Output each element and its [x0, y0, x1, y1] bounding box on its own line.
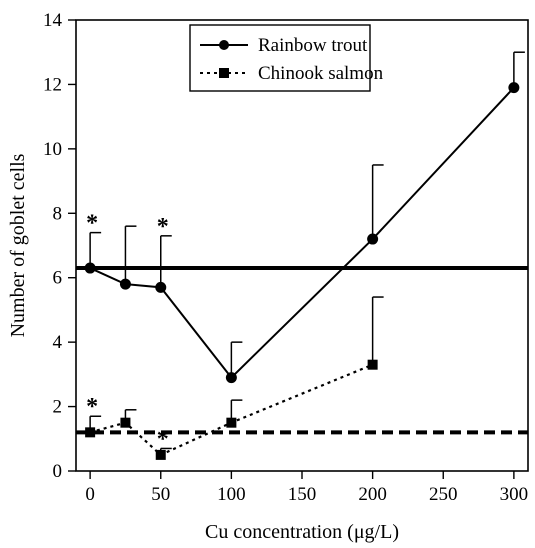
- x-tick-label: 250: [429, 484, 458, 505]
- data-point: [155, 449, 166, 460]
- data-point: [155, 281, 167, 293]
- legend-marker: [219, 40, 229, 50]
- series-line: [89, 86, 515, 380]
- x-tick-label: 300: [500, 484, 529, 505]
- x-tick-label: 200: [358, 484, 387, 505]
- x-tick-label: 0: [85, 484, 95, 505]
- data-point: [367, 233, 379, 245]
- significance-star: *: [157, 426, 169, 452]
- data-point: [85, 427, 96, 438]
- legend-box: [189, 24, 371, 92]
- data-point: [226, 417, 237, 428]
- y-tick-label: 12: [43, 74, 62, 95]
- legend-marker: [219, 68, 229, 78]
- legend: Rainbow trout Chinook salmon: [189, 24, 384, 92]
- y-tick-label: 6: [53, 268, 63, 289]
- legend-label: Rainbow trout: [258, 35, 368, 56]
- y-tick-label: 0: [53, 461, 63, 482]
- y-tick-label: 4: [53, 332, 63, 353]
- data-point: [120, 417, 131, 428]
- x-tick-label: 150: [288, 484, 317, 505]
- legend-label: Chinook salmon: [258, 63, 384, 84]
- significance-star: *: [86, 394, 98, 420]
- y-tick-label: 2: [53, 397, 63, 418]
- y-tick-label: 10: [43, 139, 62, 160]
- data-point: [367, 359, 378, 370]
- y-axis-ticks: 0 2 4 6 8 10 12 14: [43, 10, 76, 482]
- significance-star: *: [157, 214, 169, 240]
- y-tick-label: 14: [43, 10, 63, 31]
- control-lines: [76, 266, 528, 435]
- x-axis-ticks: 0 50 100 150 200 250 300: [85, 471, 528, 505]
- series-rainbow-trout: * *: [84, 51, 525, 384]
- series-chinook-salmon: **: [85, 296, 384, 460]
- plot-frame: [75, 19, 529, 472]
- significance-star: *: [86, 211, 98, 237]
- data-point: [119, 278, 131, 290]
- y-tick-label: 8: [53, 203, 63, 224]
- y-axis-title: Number of goblet cells: [7, 153, 29, 337]
- data-point: [84, 262, 96, 274]
- data-point: [508, 82, 520, 94]
- x-tick-label: 50: [151, 484, 170, 505]
- data-point: [225, 372, 237, 384]
- series-layer: * ***: [84, 51, 525, 460]
- x-axis-title: Cu concentration (μg/L): [205, 521, 399, 543]
- x-tick-label: 100: [217, 484, 246, 505]
